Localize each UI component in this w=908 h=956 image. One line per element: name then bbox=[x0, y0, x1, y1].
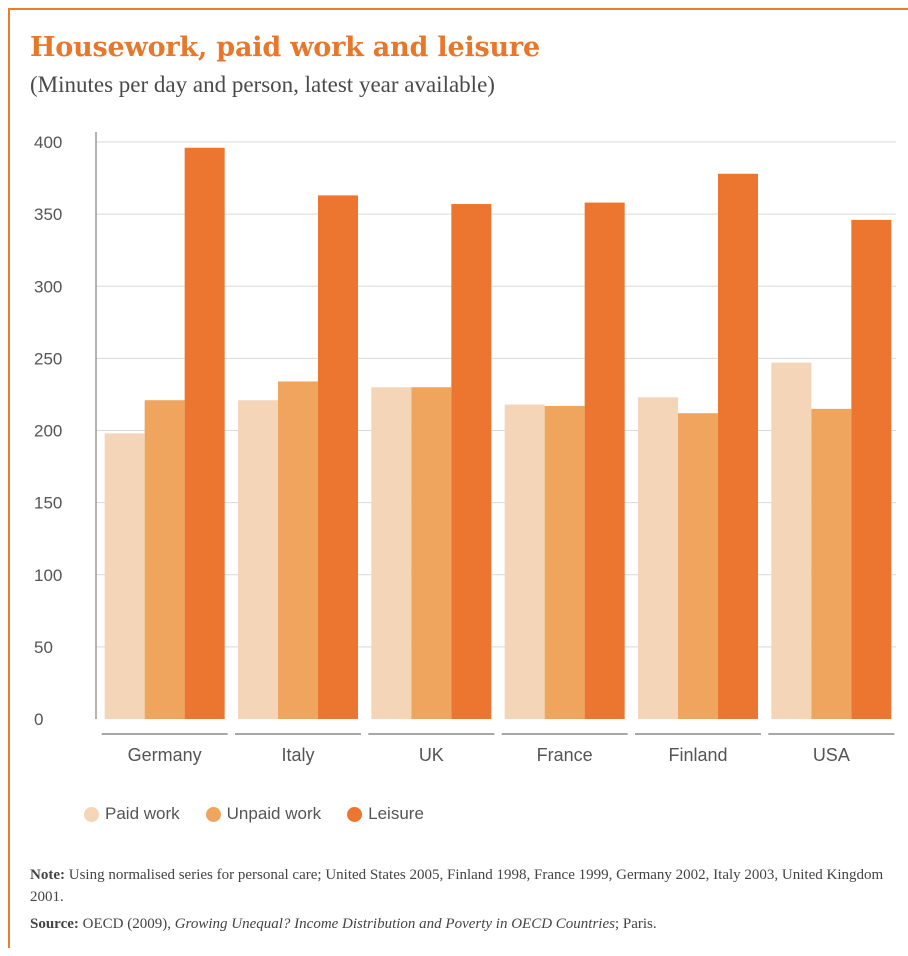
y-tick-label: 0 bbox=[34, 710, 43, 729]
bar-unpaid-work-france bbox=[544, 405, 585, 719]
x-tick-label: Finland bbox=[668, 745, 727, 765]
y-tick-label: 150 bbox=[34, 494, 62, 513]
chart-subtitle: (Minutes per day and person, latest year… bbox=[30, 72, 495, 97]
y-tick-label: 200 bbox=[34, 422, 62, 441]
bar-unpaid-work-germany bbox=[144, 400, 185, 719]
legend-swatch-paid-work bbox=[84, 806, 99, 822]
bar-leisure-uk bbox=[451, 204, 492, 720]
chart-frame bbox=[8, 8, 908, 948]
source-title: Growing Unequal? Income Distribution and… bbox=[174, 916, 615, 932]
x-tick-label: Italy bbox=[281, 745, 314, 765]
bar-leisure-finland bbox=[718, 173, 758, 720]
bar-unpaid-work-usa bbox=[811, 408, 852, 719]
bar-paid-work-finland bbox=[638, 397, 678, 719]
bar-leisure-italy bbox=[318, 195, 358, 719]
legend-label-leisure: Leisure bbox=[368, 804, 424, 823]
source-post: ; Paris. bbox=[614, 916, 657, 932]
x-tick-label: Germany bbox=[128, 745, 202, 765]
bar-leisure-germany bbox=[184, 147, 225, 719]
legend-item-leisure: Leisure bbox=[347, 804, 424, 824]
legend-item-paid-work: Paid work bbox=[84, 804, 180, 824]
y-tick-label: 350 bbox=[34, 205, 62, 224]
chart-title: Housework, paid work and leisure bbox=[30, 32, 540, 63]
bar-paid-work-france bbox=[504, 404, 545, 719]
bar-unpaid-work-uk bbox=[411, 387, 452, 719]
y-tick-label: 400 bbox=[34, 133, 62, 152]
bar-leisure-france bbox=[584, 202, 625, 719]
bar-unpaid-work-italy bbox=[278, 381, 318, 719]
x-tick-label: USA bbox=[813, 745, 850, 765]
legend-swatch-leisure bbox=[347, 806, 363, 822]
legend-label-unpaid-work: Unpaid work bbox=[226, 804, 322, 823]
bar-unpaid-work-finland bbox=[678, 413, 718, 719]
bar-paid-work-uk bbox=[371, 387, 412, 719]
legend-item-unpaid-work: Unpaid work bbox=[205, 804, 322, 824]
source-label: Source: bbox=[30, 916, 79, 932]
bar-paid-work-usa bbox=[771, 362, 812, 719]
bar-leisure-usa bbox=[851, 219, 892, 719]
bar-paid-work-germany bbox=[104, 433, 145, 719]
source-pre: OECD (2009), bbox=[82, 916, 171, 932]
bar-paid-work-italy bbox=[238, 400, 278, 719]
y-tick-label: 250 bbox=[34, 349, 62, 368]
legend-swatch-unpaid-work bbox=[205, 806, 221, 822]
legend-label-paid-work: Paid work bbox=[105, 804, 180, 823]
y-tick-label: 50 bbox=[34, 638, 53, 657]
note-text: Using normalised series for personal car… bbox=[30, 867, 884, 905]
source: Source: OECD (2009), Growing Unequal? In… bbox=[30, 916, 900, 933]
y-tick-label: 100 bbox=[34, 566, 62, 585]
note: Note: Using normalised series for person… bbox=[30, 864, 900, 908]
note-label: Note: bbox=[30, 867, 65, 883]
x-tick-label: France bbox=[537, 745, 593, 765]
x-tick-label: UK bbox=[419, 745, 444, 765]
y-tick-label: 300 bbox=[34, 277, 62, 296]
legend: Paid work Unpaid work Leisure bbox=[84, 804, 424, 824]
